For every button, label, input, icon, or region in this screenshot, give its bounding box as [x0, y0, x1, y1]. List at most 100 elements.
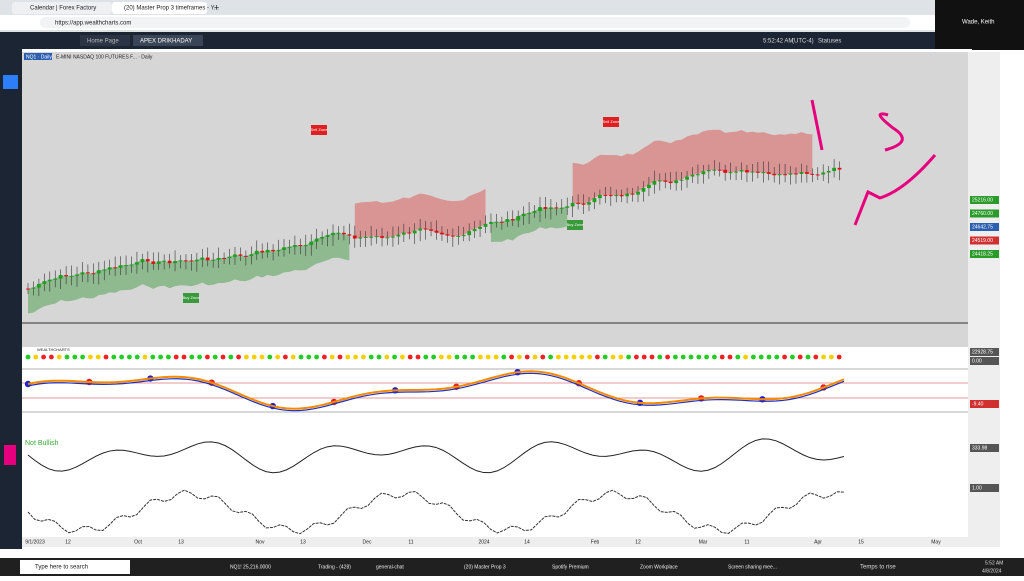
candle — [516, 216, 521, 221]
signal-dot — [688, 354, 694, 360]
signal-dot — [267, 354, 273, 360]
signal-dot — [641, 354, 647, 360]
signal-dot — [782, 354, 787, 360]
signal-dot — [821, 354, 826, 360]
signal-dot — [189, 354, 195, 360]
candle — [118, 265, 123, 268]
signal-dot — [228, 354, 234, 360]
taskbar-item: general-chat — [376, 564, 404, 570]
signal-dot — [532, 354, 538, 360]
color-swatch[interactable] — [4, 445, 16, 465]
cycle-line — [27, 438, 845, 474]
signal-dot — [704, 354, 709, 360]
candle — [723, 169, 728, 173]
candle — [222, 257, 226, 259]
signal-dot — [462, 354, 468, 360]
candle — [347, 234, 352, 236]
signal-dot — [368, 354, 374, 360]
candle — [777, 174, 782, 176]
signal-dot — [298, 354, 304, 360]
candle — [254, 250, 259, 255]
taskbar-item: Trading - (428) — [318, 564, 351, 570]
candle — [783, 174, 787, 176]
signal-dot — [80, 354, 85, 360]
signal-dot — [345, 354, 351, 360]
signal-dot — [758, 354, 764, 360]
signal-dot — [431, 354, 436, 360]
new-tab[interactable]: + — [214, 2, 219, 12]
candle — [576, 202, 581, 204]
signal-dot — [400, 354, 405, 360]
price-tag — [970, 223, 999, 231]
signal-dot — [220, 354, 226, 360]
signal-dot — [181, 354, 187, 360]
tab[interactable] — [112, 2, 207, 14]
signal-dot — [49, 354, 54, 360]
search-box[interactable] — [20, 560, 130, 574]
signal-dot — [142, 354, 148, 360]
status[interactable]: Statuses — [818, 39, 841, 45]
app-tab[interactable] — [133, 35, 203, 46]
candle — [91, 273, 96, 275]
candle — [434, 230, 439, 233]
date-axis — [22, 537, 1000, 547]
tab[interactable] — [12, 2, 112, 14]
weather: Temps to rise — [860, 565, 896, 571]
tray-time: 5:52 AM — [985, 560, 1003, 566]
candle — [282, 247, 286, 250]
signal-dot — [33, 354, 39, 360]
candle — [619, 195, 624, 197]
candle — [554, 207, 559, 209]
signal-dot — [595, 354, 600, 360]
candle — [227, 256, 232, 259]
url: https://app.wealthcharts.com — [55, 21, 131, 27]
candle — [292, 245, 297, 247]
signal-line — [27, 489, 845, 535]
tray-date: 4/8/2024 — [982, 568, 1002, 574]
candle — [36, 283, 41, 288]
video-tile — [935, 0, 1024, 50]
signal-dot — [548, 354, 553, 360]
signal-dot — [618, 354, 624, 360]
signal-dot — [337, 354, 343, 360]
candle — [287, 246, 292, 248]
candle — [587, 202, 591, 205]
candle — [647, 184, 651, 189]
date-label: May — [931, 539, 941, 545]
app-toolbar — [0, 32, 935, 49]
tab-title: (20) Master Prop 3 timeframes - Y... — [124, 6, 219, 12]
candle — [467, 231, 472, 236]
candle — [494, 221, 499, 223]
panel-label: 1.00 — [972, 485, 982, 491]
candle — [184, 260, 188, 262]
signal-dot — [376, 354, 382, 360]
candle — [717, 169, 722, 171]
app-tab[interactable] — [80, 35, 130, 46]
candle — [750, 171, 755, 173]
candle — [238, 254, 243, 256]
signal-dot — [103, 354, 109, 360]
candle — [674, 180, 679, 184]
address-bar[interactable] — [40, 17, 910, 28]
candle — [837, 167, 842, 170]
candle — [412, 230, 417, 234]
signal-dot — [602, 354, 608, 360]
signal-dot — [813, 354, 819, 360]
signal-dot — [524, 354, 530, 360]
date-label: Oct — [134, 539, 142, 545]
add-button[interactable] — [3, 75, 18, 89]
candle — [64, 275, 69, 277]
app-tab-label: Home Page — [87, 39, 119, 45]
candle — [216, 257, 221, 260]
drawing — [810, 99, 937, 226]
date-label: Nov — [256, 539, 265, 545]
candle — [614, 195, 619, 197]
candle — [249, 254, 254, 257]
signal-dot — [696, 354, 702, 360]
signal-dot — [111, 354, 117, 360]
date-label: 13 — [300, 539, 306, 545]
date-label: 13 — [178, 539, 184, 545]
price-label: 25216.00 — [972, 197, 993, 203]
zone-badge — [567, 220, 583, 230]
